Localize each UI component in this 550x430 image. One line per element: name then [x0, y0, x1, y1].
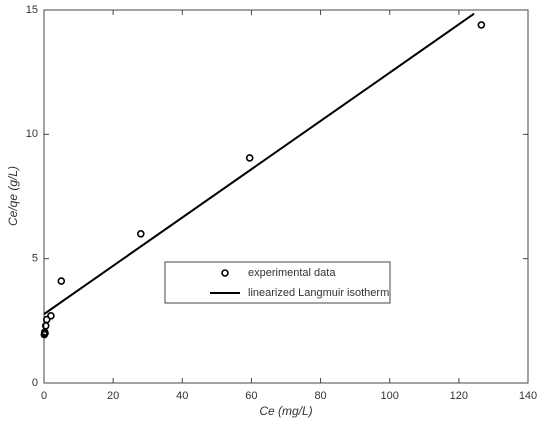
legend-label: experimental data — [248, 267, 336, 279]
data-point — [47, 312, 55, 320]
data-point — [57, 277, 66, 285]
x-axis-label: Ce (mg/L) — [259, 404, 312, 418]
x-tick-label: 20 — [107, 390, 119, 402]
data-point — [42, 315, 51, 324]
y-tick-label: 15 — [26, 4, 38, 16]
data-point — [245, 154, 254, 162]
data-point — [137, 230, 145, 238]
fit-line — [43, 12, 475, 315]
y-tick-label: 5 — [32, 253, 38, 265]
legend-marker — [221, 269, 229, 277]
x-tick-label: 40 — [176, 390, 188, 402]
y-tick-label: 10 — [26, 128, 38, 140]
y-tick-label: 0 — [32, 377, 38, 389]
x-tick-label: 60 — [245, 390, 257, 402]
legend-box — [164, 261, 391, 304]
data-point — [41, 329, 49, 338]
x-tick-label: 80 — [314, 390, 326, 402]
y-axis-label: Ce/qe (g/L) — [6, 166, 20, 226]
legend-label: linearized Langmuir isotherm — [248, 287, 389, 299]
x-tick-label: 100 — [381, 390, 399, 402]
x-tick-label: 0 — [41, 390, 47, 402]
data-point — [477, 21, 486, 29]
x-tick-label: 140 — [519, 390, 537, 402]
plot-frame — [43, 9, 529, 384]
x-tick-label: 120 — [450, 390, 468, 402]
